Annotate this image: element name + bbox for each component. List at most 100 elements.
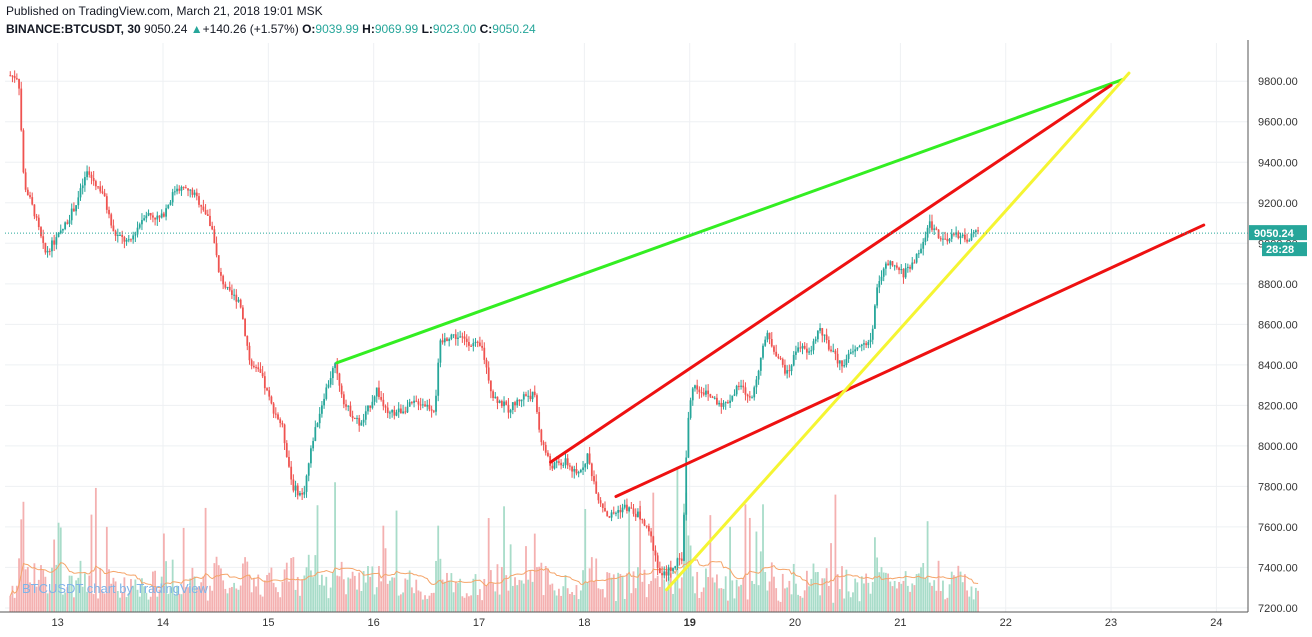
volume-bar xyxy=(20,519,23,612)
volume-bar xyxy=(874,537,876,612)
candle-body xyxy=(661,573,663,576)
volume-bar xyxy=(955,576,958,612)
candle-body xyxy=(329,378,332,385)
candle-body xyxy=(244,319,246,336)
volume-bar xyxy=(814,572,817,612)
candle-body xyxy=(810,350,813,352)
volume-bar xyxy=(417,590,420,612)
volume-bar xyxy=(154,570,157,612)
volume-bar xyxy=(145,592,148,612)
volume-bar xyxy=(656,575,659,612)
volume-bar xyxy=(255,586,257,612)
candle-body xyxy=(972,232,975,234)
symbol-label[interactable]: BINANCE:BTCUSDT, 30 xyxy=(6,22,141,36)
candle-body xyxy=(448,338,451,342)
volume-bar xyxy=(702,587,705,612)
volume-bar xyxy=(448,580,451,612)
candle-body xyxy=(162,213,165,217)
candle-body xyxy=(786,370,789,374)
candle-body xyxy=(689,400,692,418)
volume-bar xyxy=(336,575,339,612)
volume-bar xyxy=(518,579,521,612)
candle-body xyxy=(283,424,286,444)
volume-bar xyxy=(44,576,47,612)
volume-bar xyxy=(474,574,477,612)
volume-bar xyxy=(801,597,804,612)
volume-bar xyxy=(790,594,793,612)
volume-bar xyxy=(784,588,786,612)
volume-bar xyxy=(889,581,892,612)
candle-body xyxy=(542,442,545,445)
volume-bar xyxy=(639,500,642,612)
volume-bar xyxy=(162,533,165,612)
open-value: 9039.99 xyxy=(315,22,359,36)
volume-bar xyxy=(895,588,898,612)
candle-body xyxy=(432,410,435,412)
volume-bar xyxy=(57,522,60,612)
volume-bar xyxy=(360,591,363,612)
trendline-drawings[interactable] xyxy=(335,71,1206,592)
candle-body xyxy=(650,531,652,537)
volume-bar xyxy=(525,546,527,612)
volume-bar xyxy=(406,579,409,612)
volume-bar xyxy=(233,582,236,612)
volume-bar xyxy=(924,578,927,612)
volume-bar xyxy=(740,584,742,612)
candle-body xyxy=(964,234,966,240)
volume-bar xyxy=(189,578,192,612)
candle-body xyxy=(579,469,582,473)
volume-bar xyxy=(31,584,34,612)
volume-bar xyxy=(779,601,782,612)
candle-body xyxy=(259,369,262,373)
volume-bar xyxy=(149,596,152,612)
candle-body xyxy=(814,339,817,342)
volume-bar xyxy=(713,582,716,612)
volume-bar xyxy=(795,583,797,612)
volume-bar xyxy=(169,587,172,612)
volume-bar xyxy=(325,576,328,612)
candle-body xyxy=(762,345,764,358)
candle-body xyxy=(658,567,661,574)
candle-body xyxy=(823,334,826,336)
volume-bar xyxy=(553,590,556,612)
candle-body xyxy=(334,363,336,369)
candle-body xyxy=(257,367,260,370)
candle-body xyxy=(803,345,806,349)
candle-body xyxy=(195,192,198,197)
candle-body xyxy=(968,240,971,242)
volume-bar xyxy=(847,591,850,612)
volume-bar xyxy=(274,587,277,612)
candle-body xyxy=(279,419,282,424)
volume-bar xyxy=(604,597,606,612)
candle-body xyxy=(845,359,848,366)
volume-bar xyxy=(116,591,119,612)
candle-body xyxy=(231,290,233,295)
candle-body xyxy=(483,347,486,360)
volume-bar xyxy=(283,569,286,612)
candle-body xyxy=(904,268,907,278)
volume-bar xyxy=(371,566,374,612)
trendline-yellow-3 xyxy=(665,71,1131,592)
candle-body xyxy=(595,481,598,494)
candle-body xyxy=(601,503,604,508)
candle-body xyxy=(700,392,703,394)
last-price-text: 9050.24 xyxy=(1254,228,1295,240)
volume-bar xyxy=(79,560,82,612)
volume-bar xyxy=(178,593,181,612)
candle-body xyxy=(755,379,758,388)
candle-body xyxy=(891,261,894,266)
volume-bar xyxy=(705,568,707,612)
candle-body xyxy=(156,215,159,220)
candle-body xyxy=(913,262,916,264)
candle-body xyxy=(457,337,459,339)
candle-body xyxy=(500,400,503,407)
tradingview-watermark[interactable]: BTCUSDT chart by TradingView xyxy=(22,581,208,596)
volume-bar xyxy=(382,525,385,612)
volume-bar xyxy=(127,592,130,612)
volume-bar xyxy=(663,579,666,612)
volume-bar xyxy=(579,590,582,612)
candle-body xyxy=(724,402,727,404)
volume-bar xyxy=(726,600,729,612)
candle-body xyxy=(540,429,543,443)
